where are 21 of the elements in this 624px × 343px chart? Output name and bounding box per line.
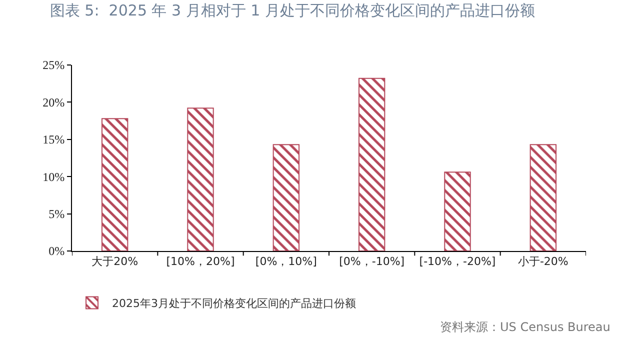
x-tick-label: 大于20% — [92, 255, 138, 268]
x-tick-label: 小于-20% — [518, 255, 568, 268]
bar — [272, 144, 300, 251]
y-tick-label: 10% — [42, 170, 65, 184]
x-tick-label: [0%，10%] — [255, 255, 317, 268]
x-tick-label: [-10%，-20%] — [419, 255, 496, 268]
text: 2025年3月处于不同价格变化区间的产品进口份额 — [112, 296, 356, 310]
bar — [444, 172, 471, 251]
y-tick-label: 0% — [48, 244, 65, 258]
chart-title: 图表 5: 2025 年 3 月相对于 1 月处于不同价格变化区间的产品进口份额 — [50, 2, 535, 20]
y-tick-label: 25% — [42, 58, 65, 72]
x-tick-label: [0%，-10%] — [339, 255, 405, 268]
bar — [101, 118, 128, 251]
x-tick-label: [10%，20%] — [166, 255, 235, 268]
y-tick-label: 15% — [42, 132, 65, 147]
text: 资料来源：US Census Bureau — [440, 320, 610, 334]
y-tick-label: 5% — [48, 207, 65, 221]
bar — [187, 108, 214, 251]
bar — [358, 78, 386, 251]
bar — [530, 144, 557, 251]
y-tick-label: 20% — [42, 95, 65, 110]
